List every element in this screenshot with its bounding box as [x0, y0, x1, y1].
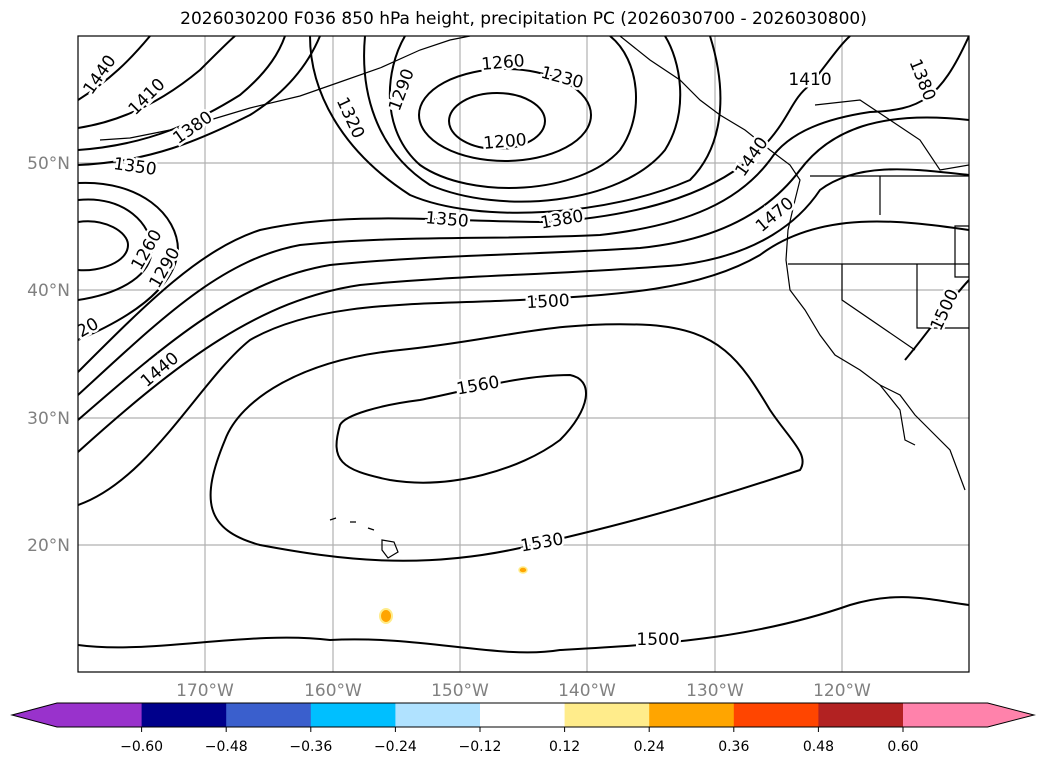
lon-label: 140°W — [558, 681, 616, 701]
lat-label: 30°N — [27, 409, 70, 429]
contour-label: 1380 — [905, 56, 940, 104]
colorbar-segment — [395, 703, 481, 727]
colorbar-segment — [226, 703, 312, 727]
map-frame — [77, 35, 970, 673]
height-contours — [78, 36, 969, 654]
gridlines — [78, 36, 969, 672]
contour-label: 1200 — [483, 130, 528, 154]
lon-label: 120°W — [813, 681, 871, 701]
contour-label: 1410 — [788, 70, 831, 90]
coastlines — [99, 36, 969, 559]
colorbar: −0.60 −0.48 −0.36 −0.24 −0.12 0.12 0.24 0.36 0.4… — [10, 702, 1036, 755]
contour-label: 1560 — [455, 372, 501, 399]
contour-label: 1440 — [79, 52, 120, 99]
colorbar-segment — [818, 703, 904, 727]
lon-label: 150°W — [431, 681, 489, 701]
colorbar-segment — [903, 703, 1034, 727]
lon-label: 130°W — [686, 681, 744, 701]
lon-label: 160°W — [304, 681, 362, 701]
colorbar-tick-label: 0.24 — [634, 739, 665, 755]
lat-label: 50°N — [27, 154, 70, 174]
contour-label: 1350 — [425, 208, 470, 232]
contour-label: 1500 — [526, 291, 570, 313]
contour-label: 1440 — [731, 134, 772, 181]
contour-label: 1260 — [481, 51, 526, 75]
contour-label: 1500 — [927, 286, 963, 334]
contour-label: 1350 — [112, 154, 158, 180]
precipitation-areas — [379, 566, 528, 624]
colorbar-tick-label: −0.60 — [120, 739, 163, 755]
colorbar-tick-label: 0.36 — [718, 739, 749, 755]
colorbar-tick-label: −0.12 — [459, 739, 502, 755]
colorbar-segment — [564, 703, 651, 727]
colorbar-segment — [141, 703, 228, 727]
contour-label: 1530 — [519, 529, 565, 556]
colorbar-segment — [310, 703, 397, 727]
colorbar-segment — [733, 703, 820, 727]
lon-label: 170°W — [176, 681, 234, 701]
colorbar-tick-label: 0.48 — [803, 739, 834, 755]
colorbar-tick-label: −0.24 — [374, 739, 417, 755]
lat-label: 20°N — [27, 536, 70, 556]
colorbar-tick-label: −0.36 — [289, 739, 332, 755]
colorbar-segment — [12, 703, 143, 727]
colorbar-tick-label: −0.48 — [205, 739, 248, 755]
colorbar-tick-label: 0.60 — [887, 739, 918, 755]
longitude-labels: 170°W 160°W 150°W 140°W 130°W 120°W — [176, 681, 871, 701]
lat-label: 40°N — [27, 281, 70, 301]
contour-label: 1380 — [539, 206, 585, 233]
colorbar-segment — [480, 703, 566, 727]
contour-label: 1320 — [332, 94, 368, 142]
latitude-labels: 50°N 40°N 30°N 20°N — [27, 154, 70, 556]
colorbar-tick-label: 0.12 — [549, 739, 580, 755]
contour-label: 1230 — [539, 63, 586, 94]
colorbar-outline — [10, 702, 1036, 728]
map-title: 2026030200 F036 850 hPa height, precipit… — [180, 9, 867, 29]
contour-label: 1500 — [636, 630, 679, 650]
colorbar-segment — [649, 703, 735, 727]
